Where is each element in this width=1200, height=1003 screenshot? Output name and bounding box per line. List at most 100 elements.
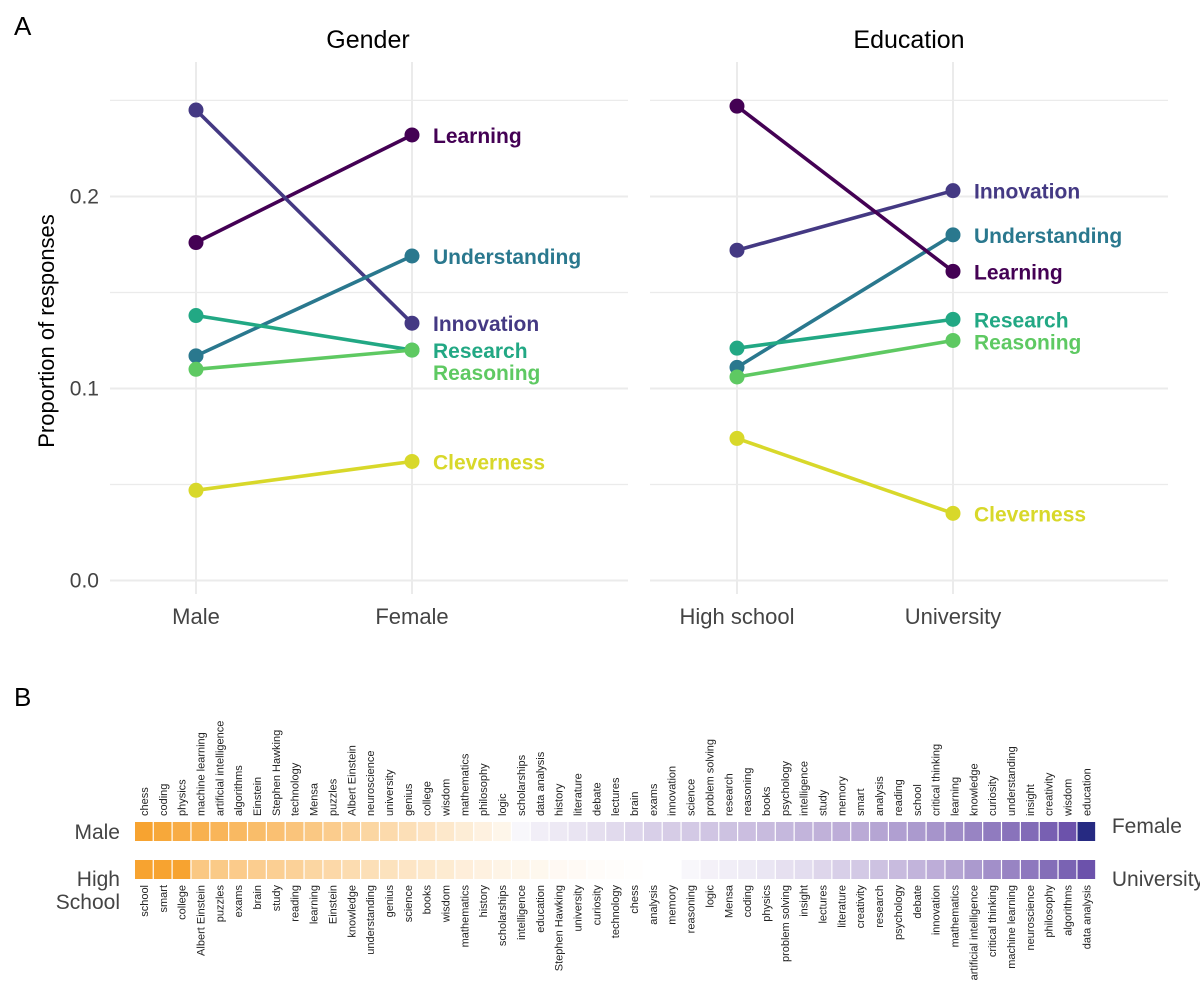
heatmap-cell (889, 860, 907, 879)
word-label: psychology (893, 885, 905, 941)
heatmap-cell (587, 822, 606, 841)
heatmap-cell (964, 822, 983, 841)
heatmap-cell (606, 822, 624, 841)
heatmap-cell (643, 822, 662, 841)
series-line (735, 338, 955, 379)
word-label: reading (893, 779, 905, 816)
word-label: understanding (1006, 746, 1018, 816)
row-label-right: Female (1112, 815, 1182, 838)
facet-title: Gender (326, 26, 409, 54)
x-tick-label: Male (172, 604, 220, 629)
word-label: creativity (855, 885, 867, 929)
series-line (194, 348, 414, 372)
y-axis-title: Proportion of responses (34, 214, 59, 448)
word-label: science (686, 779, 698, 816)
heatmap-cell (549, 822, 568, 841)
series-line (735, 317, 955, 350)
word-label: Einstein (252, 777, 264, 816)
data-point (945, 183, 961, 199)
heatmap-cell (606, 860, 624, 879)
word-label: machine learning (195, 732, 207, 816)
word-label: logic (497, 793, 509, 816)
row-label-left: High (77, 868, 120, 891)
word-label: literature (572, 773, 584, 816)
series-line (735, 233, 955, 370)
heatmap-cell (643, 860, 662, 879)
heatmap-cell (361, 822, 379, 841)
heatmap-cell (738, 860, 756, 879)
facet-title: Education (853, 26, 964, 54)
data-point (945, 311, 961, 327)
heatmap-cell (342, 860, 360, 879)
word-label: memory (836, 776, 848, 816)
heatmap-cell (681, 860, 700, 879)
word-label: reasoning (742, 768, 754, 816)
heatmap-cell (964, 860, 983, 879)
heatmap-cell (512, 822, 530, 841)
word-label: data analysis (1081, 885, 1093, 950)
word-label: Mensa (309, 782, 321, 816)
heatmap-cell (945, 822, 964, 841)
word-label: algorithms (233, 765, 245, 816)
word-label: mathematics (459, 885, 471, 948)
word-label: wisdom (441, 779, 453, 817)
heatmap-cell (1058, 822, 1077, 841)
heatmap-cell (625, 860, 643, 879)
heatmap-cell (775, 822, 794, 841)
y-tick-label: 0.2 (70, 185, 99, 208)
heatmap-cell (832, 860, 851, 879)
word-label: lectures (818, 885, 830, 924)
row-label-right: University (1112, 868, 1200, 891)
word-label: scholarships (516, 754, 528, 816)
x-tick-label: Female (375, 604, 448, 629)
heatmap-cell (398, 822, 417, 841)
heatmap-cell (266, 860, 285, 879)
word-label: history (478, 885, 490, 918)
word-label: innovation (667, 766, 679, 816)
data-point (404, 315, 420, 331)
panel-a: 0.0 0.1 0.2 Gender Male Female Learning Underst… (70, 26, 1168, 629)
word-label: Albert Einstein (195, 885, 207, 956)
word-label: university (384, 769, 396, 816)
data-point (188, 308, 204, 324)
word-label: reading (290, 885, 302, 922)
word-label: artificial intelligence (214, 721, 226, 816)
word-label: memory (667, 885, 679, 925)
data-point (404, 342, 420, 358)
word-label: physics (177, 779, 189, 816)
series-line (194, 459, 414, 493)
heatmap-cell (926, 822, 945, 841)
heatmap-cell (474, 860, 492, 879)
x-tick-label: University (905, 604, 1002, 629)
heatmap-cell (210, 822, 229, 841)
heatmap-cell (436, 822, 455, 841)
word-label: coding (742, 885, 754, 917)
word-label: brain (252, 885, 264, 909)
word-label: knowledge (968, 763, 980, 816)
y-tick-label: 0.0 (70, 570, 99, 593)
heatmap-cell (794, 822, 813, 841)
word-label: wisdom (441, 885, 453, 923)
word-label: learning (949, 777, 961, 816)
heatmap-cell (889, 822, 907, 841)
word-label: mathematics (949, 885, 961, 948)
heatmap-cell (1077, 860, 1096, 879)
heatmap-cell (851, 860, 869, 879)
heatmap-cell (549, 860, 568, 879)
heatmap-cell (851, 822, 869, 841)
heatmap-cell (813, 860, 832, 879)
word-label: artificial intelligence (968, 885, 980, 980)
series-label: Cleverness (974, 503, 1086, 526)
word-label: Einstein (327, 885, 339, 924)
word-label: problem solving (780, 885, 792, 962)
data-point (188, 361, 204, 377)
heatmap-cell (907, 860, 926, 879)
heatmap-cell (229, 822, 247, 841)
x-tick-label: High school (680, 604, 795, 629)
heatmap-cell (530, 860, 549, 879)
heatmap-cell (757, 860, 775, 879)
heatmap-cell (530, 822, 549, 841)
word-label: curiosity (987, 775, 999, 816)
series-label: Research (433, 340, 528, 363)
